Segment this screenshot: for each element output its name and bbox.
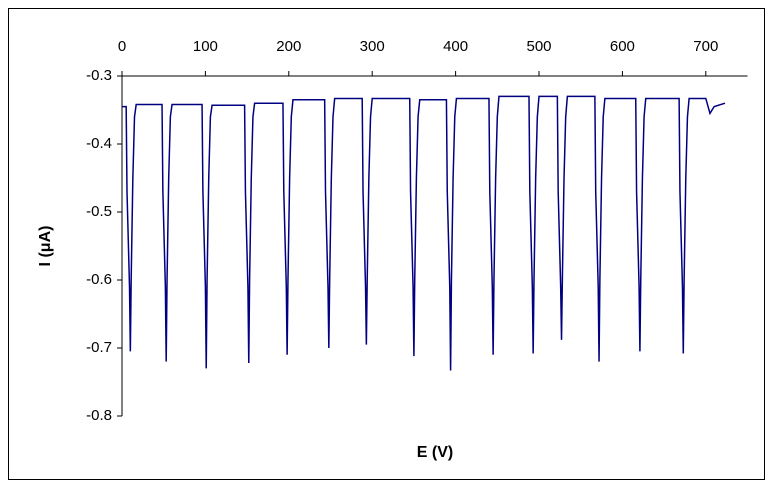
x-tick-label: 500 <box>526 38 551 55</box>
x-tick-label: 200 <box>276 38 301 55</box>
y-tick-label: -0.7 <box>86 339 112 356</box>
x-tick-label: 600 <box>610 38 635 55</box>
x-tick-label: 700 <box>693 38 718 55</box>
x-tick-label: 400 <box>443 38 468 55</box>
x-tick-label: 300 <box>360 38 385 55</box>
y-tick-label: -0.3 <box>86 67 112 84</box>
y-axis-title: I (μA) <box>37 226 54 267</box>
y-tick-label: -0.8 <box>86 407 112 424</box>
x-axis-title: E (V) <box>417 444 453 461</box>
x-tick-label: 0 <box>118 38 126 55</box>
x-tick-label: 100 <box>193 38 218 55</box>
y-tick-label: -0.5 <box>86 203 112 220</box>
y-tick-label: -0.6 <box>86 271 112 288</box>
data-line <box>122 95 726 371</box>
y-tick-label: -0.4 <box>86 135 112 152</box>
